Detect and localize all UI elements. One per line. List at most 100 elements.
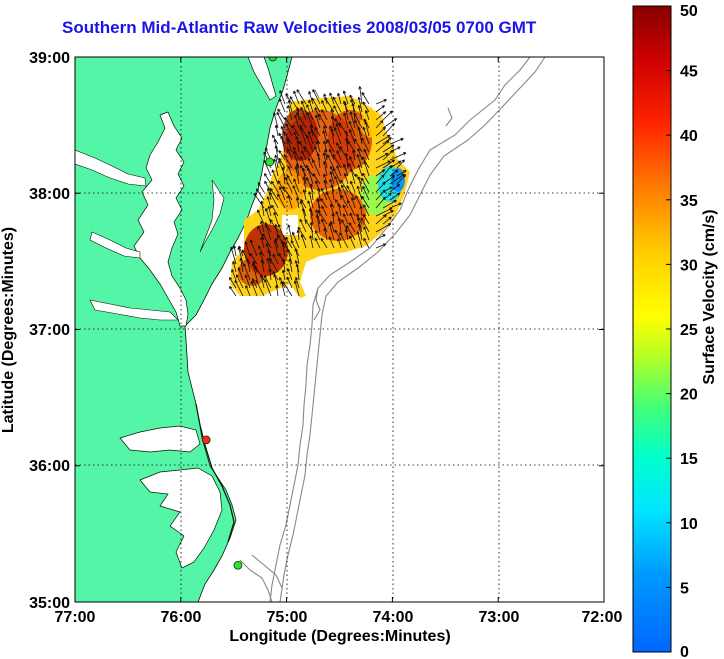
velocity-arrow (336, 165, 342, 177)
velocity-arrow (351, 103, 356, 121)
velocity-arrow (263, 274, 272, 289)
rappahannock-river (89, 231, 141, 259)
velocity-arrow (329, 171, 335, 185)
velocity-arrow (285, 93, 293, 105)
velocity-arrow (290, 240, 300, 257)
velocity-arrow (306, 111, 314, 129)
colorbar-tick-label: 35 (680, 193, 698, 210)
velocity-arrow (298, 140, 307, 153)
velocity-arrow (255, 188, 265, 201)
velocity-arrow (232, 261, 237, 273)
y-tick-label: 39:00 (29, 50, 70, 67)
velocity-arrow (334, 118, 342, 129)
velocity-arrow (354, 138, 363, 153)
velocity-arrow (292, 146, 300, 161)
velocity-arrow (363, 148, 370, 161)
velocity-arrow (299, 218, 307, 233)
velocity-arrow (357, 126, 363, 145)
velocity-arrow (278, 150, 286, 161)
velocity-arrow (334, 229, 342, 241)
velocity-arrow (389, 169, 399, 177)
velocity-arrow (323, 140, 328, 153)
velocity-arrow (294, 114, 300, 129)
velocity-arrow (343, 173, 349, 185)
velocity-arrow (329, 92, 335, 105)
velocity-arrow (389, 202, 402, 209)
velocity-arrow (230, 246, 237, 265)
velocity-arrow (364, 121, 370, 137)
velocity-arrow (293, 90, 300, 105)
velocity-arrow (339, 232, 349, 249)
velocity-arrow (361, 137, 370, 153)
velocity-arrow (332, 167, 342, 185)
velocity-arrow (357, 223, 363, 241)
velocity-arrow (286, 138, 293, 153)
velocity-arrow (322, 161, 328, 177)
velocity-arrow (375, 196, 386, 209)
velocity-arrow (243, 263, 251, 281)
velocity-arrows (229, 86, 407, 297)
velocity-arrow (340, 179, 349, 193)
velocity-arrow (337, 186, 342, 201)
velocity-arrow (237, 267, 244, 281)
velocity-arrow (337, 203, 342, 217)
velocity-arrow (340, 194, 349, 209)
velocity-arrow (249, 253, 258, 265)
velocity-arrow (310, 128, 321, 145)
velocity-arrow (237, 246, 244, 265)
velocity-arrow (317, 188, 321, 201)
velocity-arrow (274, 124, 279, 137)
velocity-arrow (389, 183, 400, 193)
velocity-arrow (301, 100, 307, 113)
velocity-arrow (251, 278, 258, 289)
velocity-arrow (362, 172, 370, 185)
velocity-arrow (260, 220, 265, 233)
velocity-arrow (343, 102, 349, 121)
velocity-arrow (317, 210, 328, 225)
velocity-arrow (328, 223, 335, 241)
colorbar-tick-label: 5 (680, 580, 689, 597)
velocity-arrow (257, 245, 265, 257)
velocity-arrow (291, 231, 300, 249)
velocity-arrow (347, 199, 356, 217)
velocity-arrow (305, 164, 314, 177)
velocity-arrow (286, 268, 293, 281)
velocity-arrow (273, 239, 279, 257)
velocity-arrow (299, 124, 307, 137)
y-tick-labels: 39:00 38:00 37:00 36:00 35:00 (29, 50, 70, 612)
velocity-arrow (357, 176, 363, 193)
velocity-arrow (314, 146, 321, 161)
delaware-bay (247, 57, 277, 101)
velocity-arrow (273, 211, 279, 225)
velocity-arrow (276, 111, 286, 129)
velocity-arrow (260, 200, 265, 217)
velocity-arrow (357, 148, 363, 161)
velocity-arrow (322, 130, 328, 145)
velocity-arrow (229, 285, 237, 297)
velocity-arrow (375, 111, 387, 121)
velocity-arrow (348, 222, 356, 233)
velocity-arrow (281, 258, 286, 273)
velocity-arrow (362, 101, 370, 113)
velocity-arrow (315, 214, 321, 233)
velocity-arrow (295, 136, 300, 153)
velocity-arrow (257, 225, 265, 241)
velocity-arrow (307, 157, 314, 169)
coastal-lagoon (199, 179, 225, 253)
velocity-arrow (357, 164, 363, 177)
velocity-arrow (274, 145, 279, 161)
velocity-arrow (283, 154, 293, 169)
velocity-arrow (316, 152, 321, 169)
velocity-arrow (350, 197, 356, 209)
velocity-arrow (302, 176, 307, 193)
station-outer-banks (201, 435, 211, 445)
velocity-arrow (309, 222, 314, 241)
york-james-river (89, 299, 179, 321)
x-tick-label: 74:00 (373, 609, 414, 626)
velocity-arrow (342, 204, 349, 217)
velocity-arrow (375, 126, 386, 137)
velocity-arrow (329, 165, 335, 177)
velocity-arrow (314, 237, 321, 249)
velocity-arrow (277, 224, 286, 241)
velocity-arrow (272, 134, 279, 145)
